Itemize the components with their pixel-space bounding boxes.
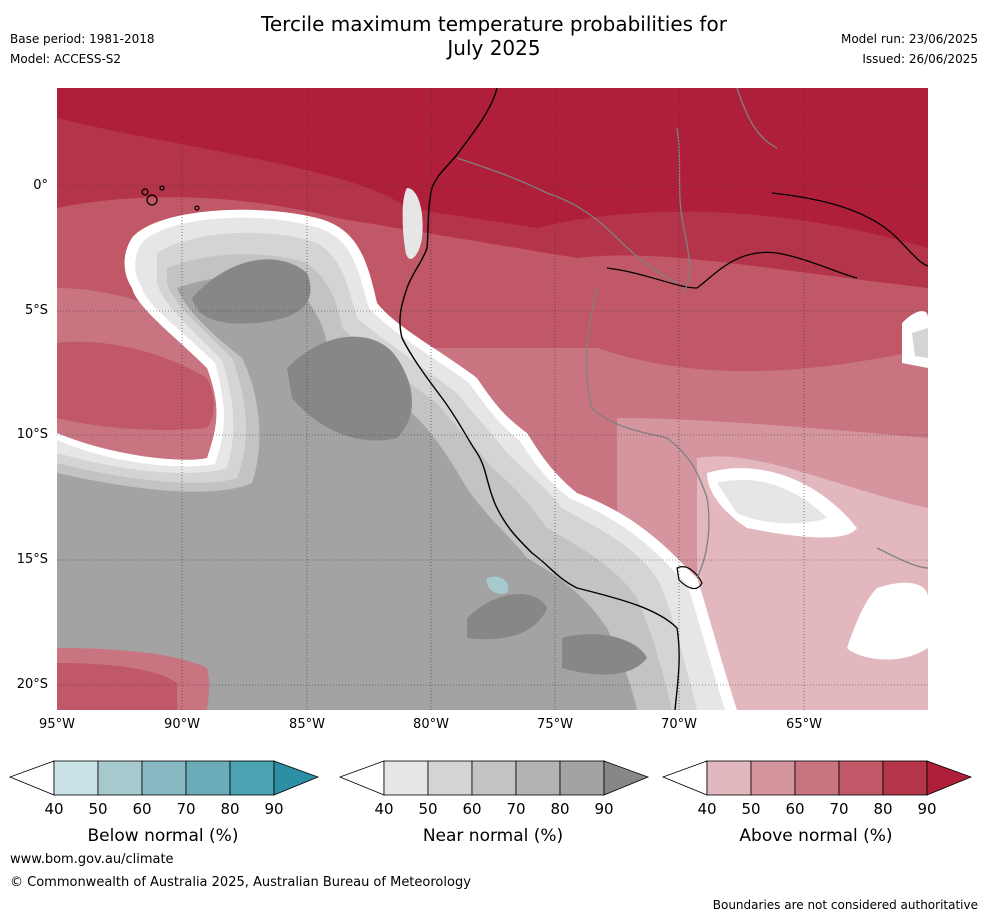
colorbar-extend-high <box>926 760 973 796</box>
colorbar-tick-label: 90 <box>264 800 284 818</box>
meta-left: Base period: 1981-2018 Model: ACCESS-S2 <box>10 29 155 69</box>
colorbar-tick-label: 50 <box>418 800 438 818</box>
model-run: Model run: 23/06/2025 <box>840 32 978 46</box>
base-period: Base period: 1981-2018 <box>10 32 155 46</box>
colorbar-near <box>338 760 650 796</box>
colorbar-tick-label: 40 <box>697 800 717 818</box>
colorbar-tick-label: 70 <box>176 800 196 818</box>
lat-label-15s: 15°S <box>16 552 48 567</box>
colorbar-tick-label: 90 <box>917 800 937 818</box>
country-borders <box>456 88 928 579</box>
colorbar-tick-label: 90 <box>594 800 614 818</box>
colorbar-segment <box>838 760 884 796</box>
colorbar-tick-label: 80 <box>550 800 570 818</box>
colorbar-segment <box>882 760 928 796</box>
title-line-2: July 2025 <box>447 36 541 60</box>
colorbar-segment <box>97 760 143 796</box>
colorbar-tick-label: 40 <box>44 800 64 818</box>
amazon-river <box>606 192 928 289</box>
colorbar-tick-label: 60 <box>132 800 152 818</box>
colorbars <box>8 760 973 796</box>
meta-right: Model run: 23/06/2025 Issued: 26/06/2025 <box>841 29 978 69</box>
colorbar-extend-low <box>661 760 708 796</box>
colorbar-tick-label: 60 <box>785 800 805 818</box>
colorbar-segment <box>53 760 99 796</box>
colorbar-extend-low <box>338 760 385 796</box>
map-title: Tercile maximum temperature probabilitie… <box>0 12 988 60</box>
colorbar-segment <box>471 760 517 796</box>
colorbar-extend-high <box>273 760 320 796</box>
colorbar-segment <box>794 760 840 796</box>
lon-label-80w: 80°W <box>413 717 449 732</box>
colorbar-tick-label: 70 <box>506 800 526 818</box>
lon-label-95w: 95°W <box>39 717 75 732</box>
lat-label-0: 0° <box>33 178 48 193</box>
colorbar-segment <box>559 760 605 796</box>
colorbar-above <box>661 760 973 796</box>
colorbar-segment <box>515 760 561 796</box>
lon-label-90w: 90°W <box>164 717 200 732</box>
issued-date: Issued: 26/06/2025 <box>862 52 978 66</box>
colorbar-near-title: Near normal (%) <box>422 826 564 846</box>
colorbar-tick-label: 50 <box>88 800 108 818</box>
lat-label-5s: 5°S <box>24 303 48 318</box>
lon-label-75w: 75°W <box>537 717 573 732</box>
colorbar-extend-high <box>603 760 650 796</box>
colorbar-segment <box>706 760 752 796</box>
colorbar-above-title: Above normal (%) <box>739 826 893 846</box>
colorbar-tick-label: 40 <box>374 800 394 818</box>
colorbar-below <box>8 760 320 796</box>
probability-map <box>57 88 928 710</box>
colorbar-segment <box>185 760 231 796</box>
colorbar-below-title: Below normal (%) <box>87 826 239 846</box>
colorbar-tick-label: 60 <box>462 800 482 818</box>
colorbar-segment <box>427 760 473 796</box>
colorbar-tick-label: 50 <box>741 800 761 818</box>
lon-label-65w: 65°W <box>786 717 822 732</box>
coastline <box>399 88 680 710</box>
disclaimer-text: Boundaries are not considered authoritat… <box>712 898 978 912</box>
graticule <box>57 88 928 710</box>
colorbar-tick-label: 70 <box>829 800 849 818</box>
colorbar-tick-label: 80 <box>873 800 893 818</box>
colorbar-segment <box>750 760 796 796</box>
title-line-1: Tercile maximum temperature probabilitie… <box>261 12 727 36</box>
lon-label-70w: 70°W <box>661 717 697 732</box>
colorbar-segment <box>141 760 187 796</box>
colorbar-tick-label: 80 <box>220 800 240 818</box>
model-name: Model: ACCESS-S2 <box>10 52 122 66</box>
website-link[interactable]: www.bom.gov.au/climate <box>10 852 174 867</box>
lat-label-20s: 20°S <box>16 677 48 692</box>
colorbar-segment <box>229 760 275 796</box>
copyright-text: © Commonwealth of Australia 2025, Austra… <box>10 875 471 890</box>
colorbar-segment <box>383 760 429 796</box>
lon-label-85w: 85°W <box>289 717 325 732</box>
lat-label-10s: 10°S <box>16 427 48 442</box>
colorbar-extend-low <box>8 760 55 796</box>
